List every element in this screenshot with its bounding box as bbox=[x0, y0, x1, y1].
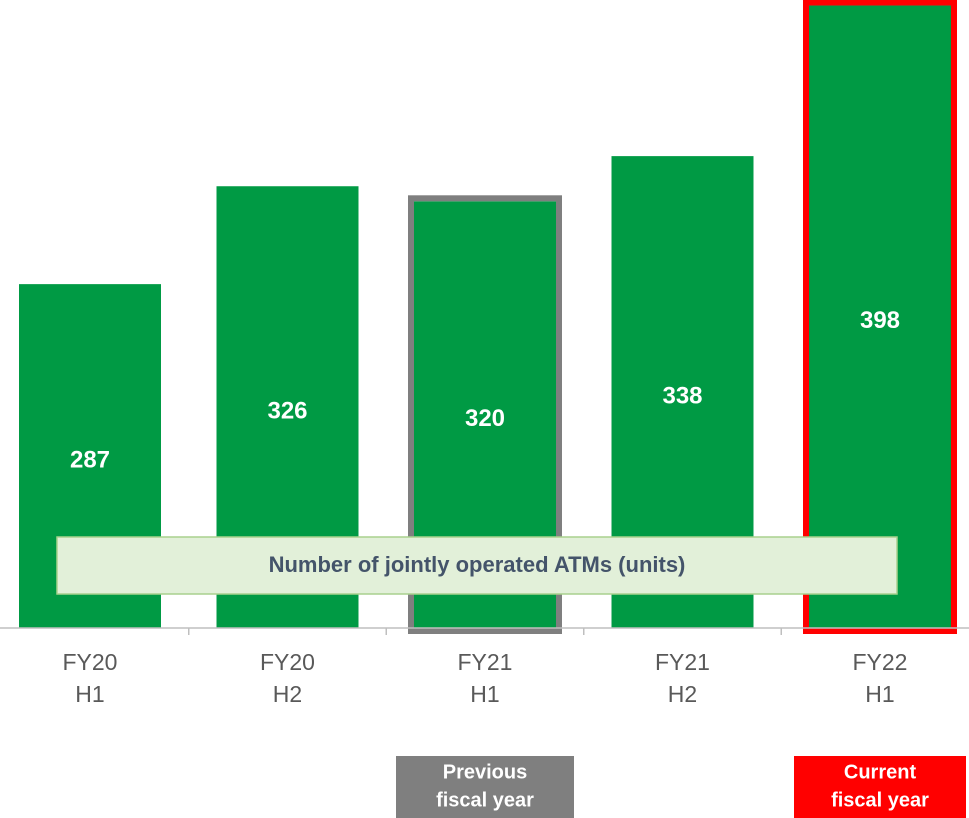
x-tick-label: FY22 bbox=[853, 649, 908, 675]
highlight-label: fiscal year bbox=[831, 789, 929, 811]
value-label: 320 bbox=[465, 405, 505, 432]
x-tick-label: FY20 bbox=[260, 649, 315, 675]
x-tick-label: FY21 bbox=[458, 649, 513, 675]
value-label: 398 bbox=[860, 307, 900, 334]
x-tick-label: H1 bbox=[865, 681, 894, 707]
bar bbox=[809, 5, 951, 628]
x-tick-label: FY20 bbox=[63, 649, 118, 675]
highlight-label: Previous bbox=[443, 761, 527, 783]
highlight-border bbox=[408, 195, 562, 635]
x-tick-label: H1 bbox=[470, 681, 499, 707]
annotation-box bbox=[56, 536, 898, 595]
highlight-border bbox=[803, 0, 957, 634]
x-tick-label: H2 bbox=[273, 681, 302, 707]
highlight-label: Current bbox=[844, 761, 917, 783]
x-tick-label: FY21 bbox=[655, 649, 710, 675]
value-label: 326 bbox=[267, 397, 307, 424]
value-label: 338 bbox=[662, 382, 702, 409]
x-tick-label: H1 bbox=[75, 681, 104, 707]
x-tick-label: H2 bbox=[668, 681, 697, 707]
highlight-label: fiscal year bbox=[436, 789, 534, 811]
value-label: 287 bbox=[70, 446, 110, 473]
highlight-label-box bbox=[794, 756, 966, 818]
annotation: Number of jointly operated ATMs (units) bbox=[269, 552, 686, 577]
highlight-label-box bbox=[396, 756, 574, 818]
